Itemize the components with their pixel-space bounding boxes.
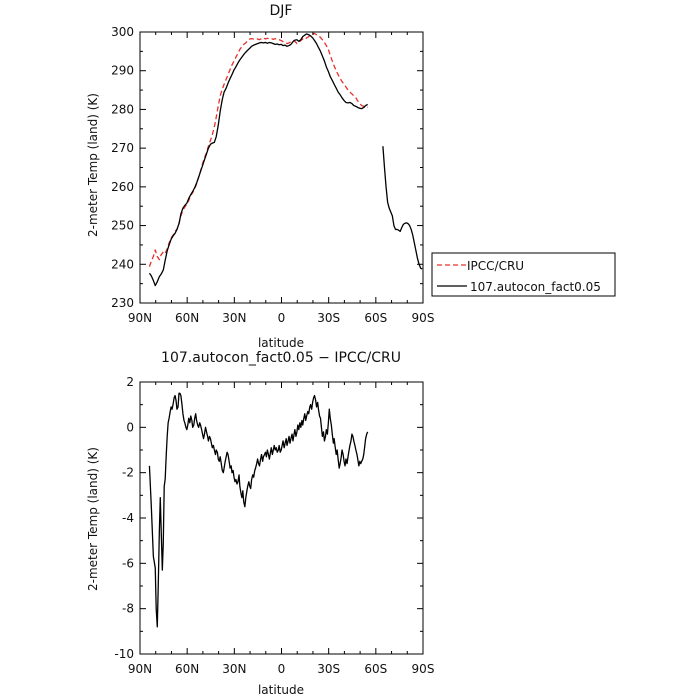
top-xtick-label: 90N [128,311,152,325]
top-ytick-label: 290 [111,64,134,78]
top-ytick-label: 240 [111,257,134,271]
top-chart-xlabel: latitude [258,336,304,350]
bottom-ytick-label: -10 [114,647,134,661]
legend-box [431,252,616,297]
top-chart: 90N 60N 30N 0 30S 60S 90S 230 240 250 260 270 280 290… [111,25,434,325]
top-series-1-segment-0-line [148,33,368,287]
top-ytick-label: 250 [111,219,134,233]
bottom-xtick-label: 0 [278,662,286,676]
bottom-plot-frame [139,381,424,655]
bottom-ytick-label: -8 [122,602,134,616]
top-ytick-label: 230 [111,296,134,310]
plot-area-group: 90N 60N 30N 0 30S 60S 90S230240250260270280290… [111,25,434,676]
bottom-xtick-label: 60N [175,662,199,676]
top-ytick-label: 280 [111,102,134,116]
top-ytick-label: 260 [111,180,134,194]
bottom-ytick-label: -6 [122,556,134,570]
bottom-xtick-label: 30S [317,662,340,676]
top-series-1-segment-1-line [382,146,423,270]
top-chart-title: DJF [270,3,293,19]
top-xtick-label: 60S [364,311,387,325]
top-xtick-label: 60N [175,311,199,325]
top-ytick-label: 300 [111,25,134,39]
top-xtick-label: 0 [278,311,286,325]
top-ytick-label: 270 [111,141,134,155]
bottom-ytick-label: -4 [122,511,134,525]
bottom-ytick-label: -2 [122,466,134,480]
bottom-xtick-label: 60S [364,662,387,676]
bottom-ytick-label: 2 [126,375,134,389]
bottom-chart-title: 107.autocon_fact0.05 − IPCC/CRU [161,350,401,366]
legend: IPCC/CRU 107.autocon_fact0.05 [431,252,616,297]
top-series-0-segment-0-line [148,32,368,267]
bottom-series-0-segment-0-line [148,392,369,628]
bottom-chart: 90N 60N 30N 0 30S 60S 90S -10 -8 -6 -4 -2 0 2 [114,375,434,676]
top-xtick-label: 30S [317,311,340,325]
bottom-ytick-label: 0 [126,420,134,434]
bottom-chart-ylabel: 2-meter Temp (land) (K) [86,447,100,591]
top-xtick-label: 30N [222,311,246,325]
bottom-xtick-label: 90N [128,662,152,676]
legend-label-model: 107.autocon_fact0.05 [470,280,601,294]
bottom-xtick-label: 30N [222,662,246,676]
legend-label-ipcc-cru: IPCC/CRU [467,259,524,273]
bottom-chart-xlabel: latitude [258,683,304,697]
top-chart-ylabel: 2-meter Temp (land) (K) [86,93,100,237]
bottom-xtick-label: 90S [412,662,435,676]
top-plot-frame [139,31,424,304]
top-xtick-label: 90S [412,311,435,325]
